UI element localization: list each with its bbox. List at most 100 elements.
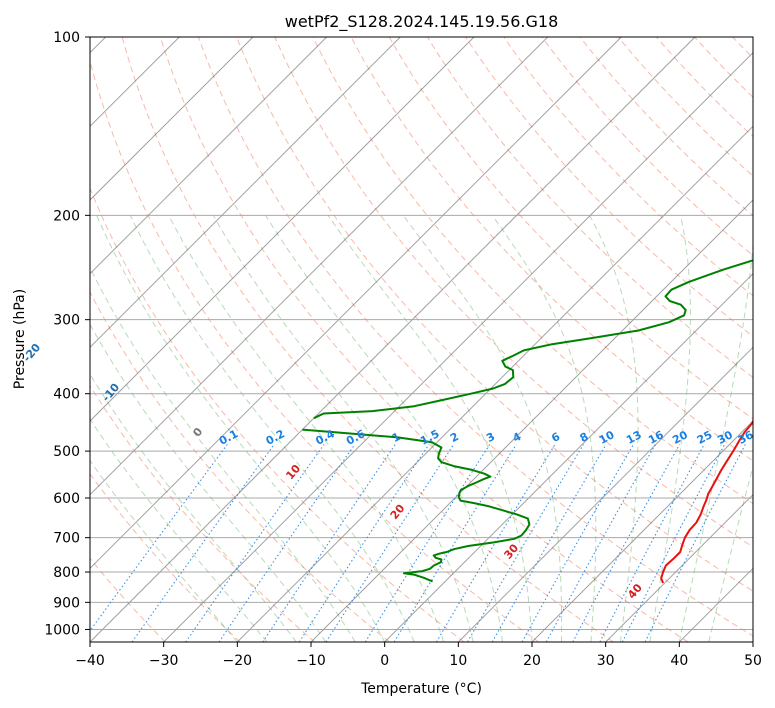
dry-adiabat [694,37,753,98]
isotherm [90,37,328,275]
moist-adiabat [90,418,268,642]
y-tick-label: 100 [53,30,80,46]
dry-adiabat [426,37,753,379]
mixing-ratio-line [521,444,634,642]
moist-adiabat [589,215,639,642]
isotherm [457,346,753,642]
mixing-ratio-label: 13 [624,428,644,447]
mixing-ratio-line [131,444,275,642]
moist-adiabat [327,215,533,642]
mixing-ratio-line [298,444,430,642]
mixing-ratio-label: 25 [695,428,715,447]
isotherm [384,272,753,642]
mixing-ratio-label: 10 [597,428,617,447]
chart-title: wetPf2_S128.2024.145.19.56.G18 [285,12,559,32]
dry-adiabat-label: -10 [100,381,123,405]
moist-adiabat [678,239,753,642]
background-lines [90,37,775,642]
isotherm [90,37,622,570]
x-tick-label: 10 [449,653,467,669]
y-tick-label: 400 [53,387,80,403]
mixing-ratio-line [572,444,681,642]
mixing-ratio-label: 0.1 [217,427,240,448]
isotherm [90,37,401,349]
isotherm [90,37,254,201]
moist-adiabat [491,215,597,642]
isotherm [90,37,549,496]
x-tick-label: −10 [296,653,326,669]
dry-adiabat [90,59,540,642]
moist-adiabat [129,215,415,642]
moist-adiabat [90,373,297,642]
x-tick-label: 50 [744,653,762,669]
dry-adiabat-label: 0 [190,425,205,439]
dry-adiabat-label: 40 [625,581,645,601]
dry-adiabat [655,37,753,138]
dry-adiabat [159,37,689,642]
x-tick-label: −20 [223,653,253,669]
dry-adiabat [90,291,390,642]
dry-adiabat [236,37,753,592]
y-tick-label: 500 [53,444,80,460]
isotherm [90,37,475,422]
moist-adiabat [90,459,238,642]
dry-adiabat [274,37,753,548]
y-tick-label: 300 [53,313,80,329]
moist-adiabat [265,215,504,642]
y-tick-label: 900 [53,595,80,611]
moist-adiabat [90,266,356,642]
dry-adiabat [771,37,775,642]
x-tick-label: 20 [523,653,541,669]
profile-line-3 [313,259,753,420]
x-tick-label: −30 [149,653,179,669]
mixing-ratio-line [325,444,455,642]
mixing-ratio-line [393,444,517,642]
mixing-ratio-label: 4 [511,430,524,445]
y-axis: 100 200 300 400 500 600 700 800 900 1000 [44,30,90,638]
y-axis-label: Pressure (hPa) [12,289,28,389]
plot-frame [89,36,754,643]
isotherm [310,199,753,642]
mixing-ratio-label: 2 [448,430,461,445]
dry-adiabat-label: 30 [501,541,521,561]
mixing-ratio-label: 20 [670,428,690,447]
mixing-ratio-line [621,444,726,642]
mixing-ratio-label: 0.2 [264,427,287,448]
dry-adiabat [503,37,753,297]
y-tick-label: 700 [53,531,80,547]
mixing-ratio-line [90,444,228,632]
moist-adiabat [649,215,691,642]
y-tick-label: 1000 [44,622,80,638]
moist-adiabat [96,215,386,642]
dry-adiabat [541,37,753,257]
dry-adiabat [388,37,753,420]
mixing-ratio-line [185,444,325,642]
x-tick-label: 0 [380,653,389,669]
mixing-ratio-label: 0.6 [344,427,368,448]
mixing-ratio-label: 36 [736,428,756,447]
dry-adiabat [121,37,614,642]
moist-adiabat [708,464,753,642]
mixing-ratio-label: 6 [549,430,562,445]
mixing-ratio-line [364,444,491,642]
moist-adiabat [90,323,327,642]
mixing-ratio-line [545,444,656,642]
dry-adiabat [350,37,753,462]
isotherm [236,125,753,642]
profile-line-1 [660,419,753,584]
mixing-ratio-label: 30 [715,428,735,447]
isotherm [752,641,753,642]
profile-line-2 [302,428,531,583]
isotherm [163,51,753,642]
moist-adiabat [212,215,474,642]
mixing-ratio-line [435,444,556,642]
x-axis-label: Temperature (°C) [360,681,482,697]
dry-adiabat-label: 10 [283,462,303,482]
isotherm [90,37,696,642]
isotherm [678,567,753,642]
dry-adiabat [90,384,316,642]
y-tick-label: 800 [53,565,80,581]
dry-adiabat-label: 20 [388,502,408,522]
mixing-ratio-line [599,444,705,642]
